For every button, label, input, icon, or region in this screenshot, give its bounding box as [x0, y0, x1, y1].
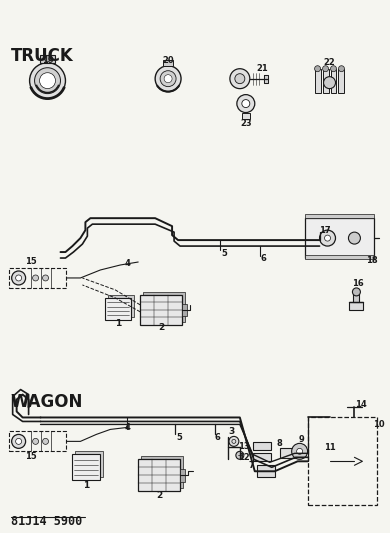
Circle shape	[353, 288, 360, 296]
Text: 13: 13	[238, 442, 250, 451]
Circle shape	[242, 100, 250, 108]
Bar	[105, 298, 131, 320]
Text: 81J14 5900: 81J14 5900	[11, 514, 82, 528]
Circle shape	[12, 434, 26, 448]
Circle shape	[230, 69, 250, 88]
Bar	[242, 112, 250, 118]
Text: WAGON: WAGON	[11, 392, 83, 410]
Text: 4: 4	[124, 259, 130, 268]
Text: 18: 18	[365, 255, 377, 264]
Text: 1: 1	[115, 319, 121, 328]
Circle shape	[39, 72, 55, 88]
Text: 2: 2	[158, 324, 164, 332]
Text: 1: 1	[83, 481, 90, 490]
Bar	[73, 454, 100, 480]
Bar	[339, 69, 344, 93]
Bar	[323, 69, 328, 93]
Circle shape	[229, 437, 239, 446]
Circle shape	[43, 438, 48, 445]
Text: 16: 16	[351, 279, 363, 288]
Text: 19: 19	[42, 56, 53, 65]
Bar	[257, 465, 275, 477]
Text: 3: 3	[229, 427, 235, 436]
Bar	[9, 431, 66, 451]
Bar	[108, 295, 134, 317]
Bar	[305, 218, 374, 258]
Bar	[353, 294, 360, 302]
Text: 2: 2	[156, 491, 162, 499]
Circle shape	[33, 438, 39, 445]
Circle shape	[324, 235, 330, 241]
Bar	[280, 448, 296, 458]
Text: 6: 6	[215, 433, 221, 442]
Text: 5: 5	[221, 248, 227, 257]
Bar	[138, 459, 180, 491]
Circle shape	[155, 66, 181, 92]
Text: 8: 8	[277, 439, 283, 448]
Bar	[349, 302, 363, 310]
Text: 23: 23	[240, 119, 252, 128]
Text: 21: 21	[256, 64, 268, 73]
Text: 7: 7	[249, 461, 255, 470]
Circle shape	[319, 230, 335, 246]
Text: TRUCK: TRUCK	[11, 47, 73, 64]
Text: 11: 11	[324, 443, 335, 452]
Text: 15: 15	[25, 452, 36, 461]
Circle shape	[16, 438, 21, 445]
Text: 22: 22	[324, 58, 335, 67]
Bar	[141, 456, 183, 488]
Bar	[182, 304, 187, 316]
Circle shape	[324, 77, 335, 88]
Circle shape	[339, 66, 344, 72]
Circle shape	[292, 443, 308, 459]
Text: 6: 6	[261, 254, 267, 263]
Text: 15: 15	[25, 256, 36, 265]
Circle shape	[160, 71, 176, 87]
Bar	[305, 255, 374, 259]
Text: 5: 5	[176, 433, 182, 442]
Circle shape	[330, 66, 337, 72]
Circle shape	[43, 275, 48, 281]
Circle shape	[236, 451, 244, 459]
Bar	[253, 442, 271, 450]
Bar	[180, 469, 185, 482]
Polygon shape	[264, 75, 268, 83]
Circle shape	[237, 95, 255, 112]
Bar	[305, 214, 374, 218]
Circle shape	[44, 56, 51, 62]
Text: 17: 17	[319, 225, 330, 235]
Circle shape	[348, 232, 360, 244]
Text: 10: 10	[374, 420, 385, 429]
Circle shape	[315, 66, 321, 72]
Text: 14: 14	[356, 400, 367, 409]
Circle shape	[164, 75, 172, 83]
Bar	[253, 454, 271, 461]
Bar	[39, 55, 55, 63]
Circle shape	[12, 271, 26, 285]
Bar	[140, 295, 182, 325]
Circle shape	[297, 448, 303, 454]
Bar	[315, 69, 321, 93]
Bar	[9, 268, 66, 288]
Bar	[143, 292, 185, 322]
Circle shape	[30, 63, 66, 99]
Text: 12: 12	[238, 453, 250, 462]
Circle shape	[323, 66, 328, 72]
Text: 4: 4	[124, 423, 130, 432]
Bar	[163, 60, 173, 66]
Circle shape	[33, 275, 39, 281]
Circle shape	[235, 74, 245, 84]
Bar	[75, 451, 103, 477]
Text: 9: 9	[299, 435, 305, 444]
Circle shape	[35, 68, 60, 94]
Text: 20: 20	[162, 56, 174, 65]
Bar	[330, 69, 337, 93]
Circle shape	[16, 275, 21, 281]
Bar	[308, 417, 378, 505]
